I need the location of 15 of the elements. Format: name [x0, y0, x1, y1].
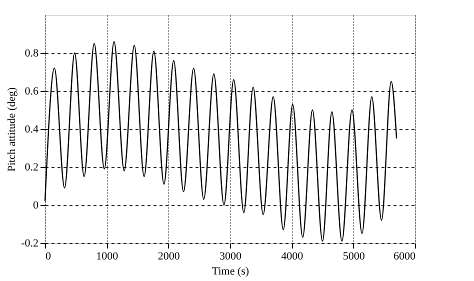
y-axis-title: Pitch attitude (deg) — [6, 87, 18, 172]
x-tick-label: 4000 — [281, 250, 304, 262]
x-tick-label: 6000 — [394, 250, 416, 262]
y-tick-label: 0.4 — [24, 124, 39, 136]
x-tick-label: 1000 — [96, 250, 119, 262]
y-tick-label: -0.2 — [21, 238, 38, 250]
y-tick-label: 0.6 — [24, 86, 39, 98]
x-tick-label: 3000 — [220, 250, 242, 262]
x-axis-title: Time (s) — [212, 266, 250, 278]
x-tick-label: 2000 — [158, 250, 180, 262]
y-tick-label: 0.8 — [24, 48, 39, 60]
x-tick-label: 5000 — [342, 250, 366, 262]
y-tick-label: 0.2 — [24, 162, 38, 174]
y-tick-label: 0 — [33, 200, 39, 212]
x-tick-label: 0 — [46, 250, 52, 262]
